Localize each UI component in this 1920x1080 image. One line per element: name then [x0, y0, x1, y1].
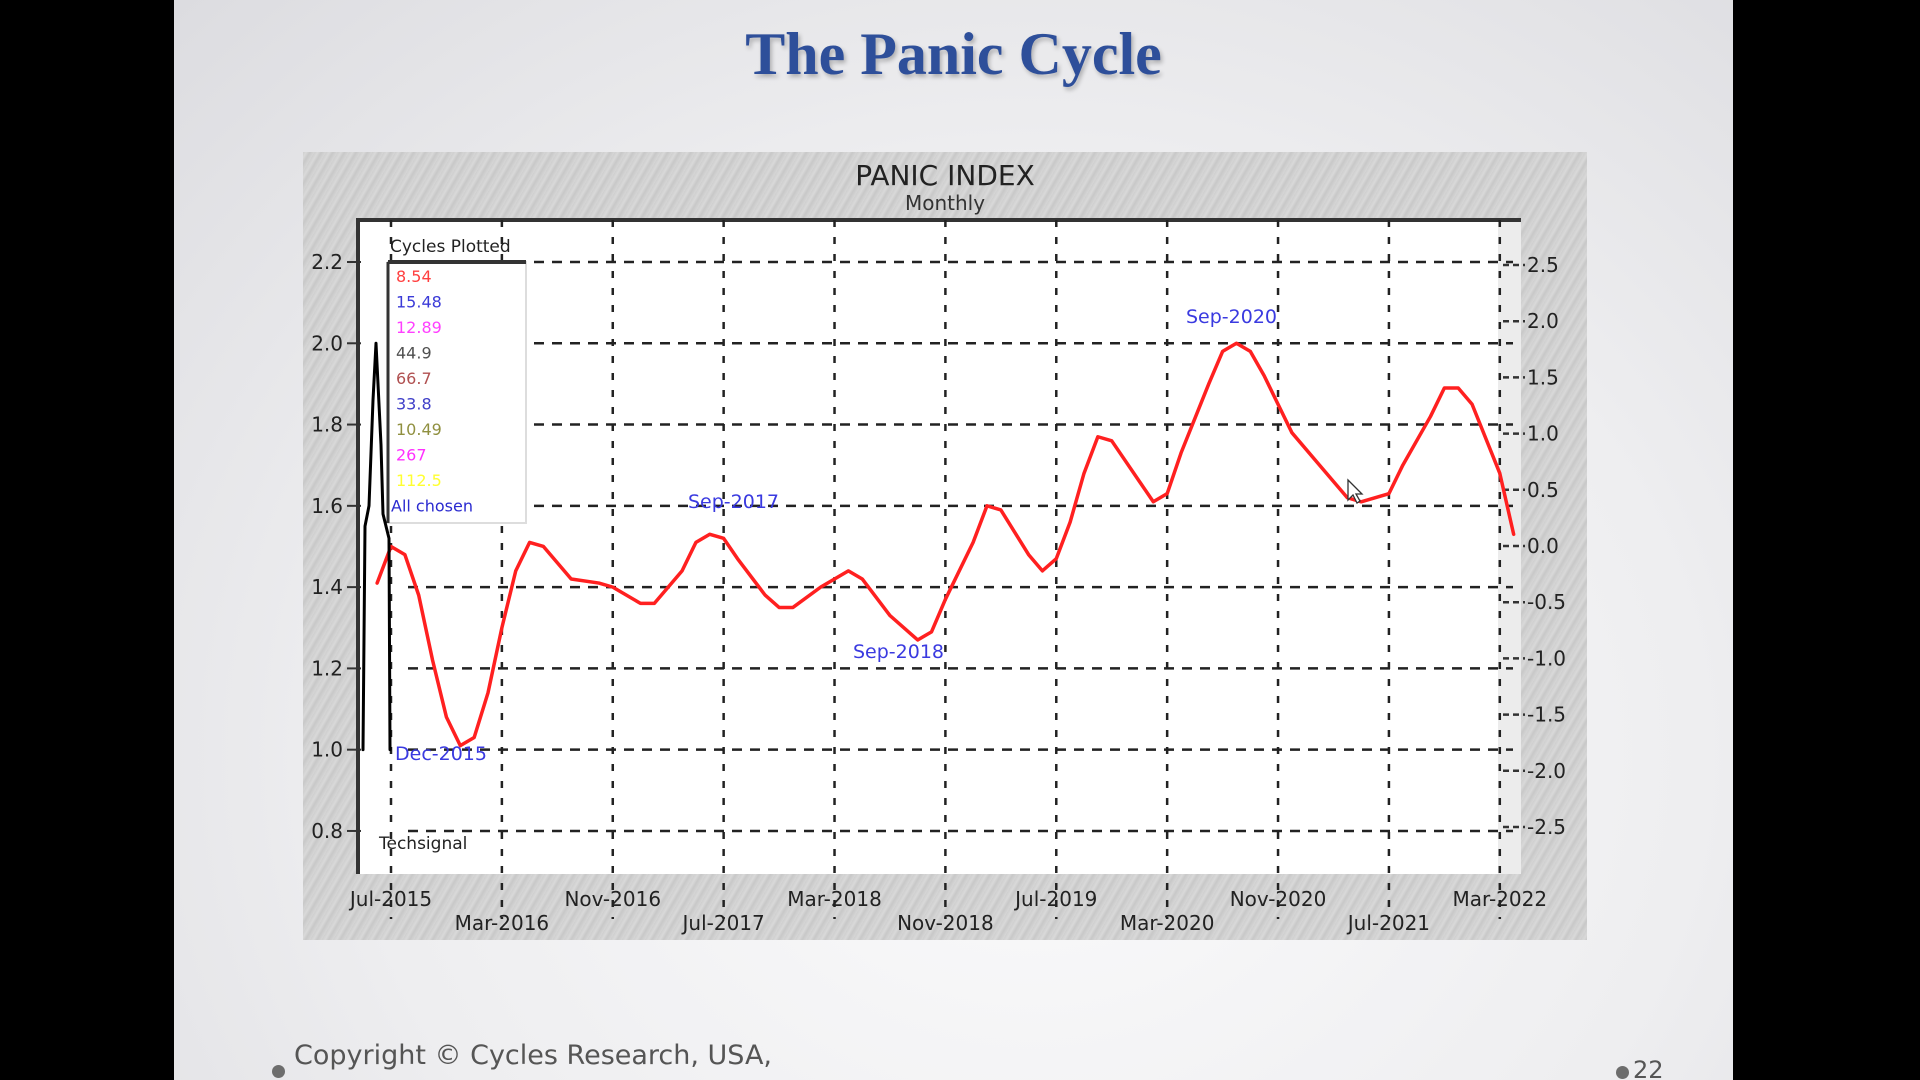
svg-text:1.0: 1.0: [1527, 422, 1559, 446]
svg-text:1.8: 1.8: [311, 413, 343, 437]
svg-text:Nov-2018: Nov-2018: [897, 911, 994, 935]
svg-text:2.5: 2.5: [1527, 253, 1559, 277]
svg-text:Jul-2015: Jul-2015: [348, 887, 432, 911]
svg-text:8.54: 8.54: [396, 267, 432, 286]
left-axis-ticks: 2.2 2.0 1.8 1.6 1.4 1.2 1.0 0.8: [311, 250, 361, 843]
svg-text:-2.5: -2.5: [1527, 815, 1566, 839]
footer-bullet-icon: [272, 1065, 285, 1078]
svg-text:Dec-2015: Dec-2015: [395, 743, 487, 765]
svg-text:0.0: 0.0: [1527, 534, 1559, 558]
svg-text:Jul-2017: Jul-2017: [681, 911, 765, 935]
page-number: 22: [1633, 1056, 1664, 1080]
svg-text:15.48: 15.48: [396, 293, 442, 312]
svg-text:12.89: 12.89: [396, 318, 442, 337]
svg-text:Jul-2021: Jul-2021: [1346, 911, 1430, 935]
svg-text:66.7: 66.7: [396, 369, 432, 388]
svg-text:Jul-2019: Jul-2019: [1013, 887, 1097, 911]
svg-text:33.8: 33.8: [396, 395, 432, 414]
svg-text:44.9: 44.9: [396, 344, 432, 363]
annotations: Dec-2015 Sep-2017 Sep-2018 Sep-2020: [395, 306, 1277, 765]
svg-text:Mar-2022: Mar-2022: [1453, 887, 1548, 911]
svg-text:Sep-2020: Sep-2020: [1186, 306, 1277, 328]
right-axis-strip: [1498, 219, 1521, 874]
right-axis-ticks: 2.5 2.0 1.5 1.0 0.5 0.0 -0.5 -1.0 -1.5 -2.0 -2.5: [1503, 253, 1566, 839]
plot-area: [356, 219, 1521, 874]
svg-text:267: 267: [396, 446, 427, 465]
svg-text:-2.0: -2.0: [1527, 759, 1566, 783]
svg-text:2.0: 2.0: [1527, 309, 1559, 333]
svg-text:Mar-2016: Mar-2016: [455, 911, 550, 935]
svg-text:-1.0: -1.0: [1527, 646, 1566, 670]
slide: The Panic Cycle PANIC INDEX Monthly 2.2 2…: [174, 0, 1733, 1080]
svg-text:1.6: 1.6: [311, 494, 343, 518]
svg-text:1.5: 1.5: [1527, 365, 1559, 389]
svg-text:1.0: 1.0: [311, 738, 343, 762]
svg-text:10.49: 10.49: [396, 420, 442, 439]
chart-subtitle: Monthly: [905, 191, 985, 215]
svg-text:Sep-2018: Sep-2018: [853, 641, 944, 663]
svg-text:-1.5: -1.5: [1527, 703, 1566, 727]
svg-text:2.0: 2.0: [311, 331, 343, 355]
svg-text:Nov-2016: Nov-2016: [564, 887, 661, 911]
svg-text:Sep-2017: Sep-2017: [688, 491, 779, 513]
panic-index-chart: PANIC INDEX Monthly 2.2 2.0 1.8 1.6 1.4 1.2 1.…: [311, 159, 1566, 935]
techsignal-label: Techsignal: [378, 834, 467, 854]
chart-title: PANIC INDEX: [855, 159, 1035, 192]
svg-text:1.2: 1.2: [311, 656, 343, 680]
legend-title: Cycles Plotted: [390, 237, 511, 257]
x-axis-ticks: Jul-2015 Nov-2016 Mar-2018 Jul-2019 Nov-2020…: [348, 887, 1547, 935]
svg-text:0.5: 0.5: [1527, 478, 1559, 502]
svg-text:Mar-2020: Mar-2020: [1120, 911, 1215, 935]
svg-text:2.2: 2.2: [311, 250, 343, 274]
chart-panel: PANIC INDEX Monthly 2.2 2.0 1.8 1.6 1.4 1.2 1.…: [303, 152, 1587, 940]
svg-text:112.5: 112.5: [396, 471, 442, 490]
svg-text:-0.5: -0.5: [1527, 590, 1566, 614]
copyright-text: Copyright © Cycles Research, USA,: [294, 1040, 772, 1071]
gridlines: [389, 220, 1513, 919]
mouse-cursor-icon: [1347, 478, 1364, 504]
svg-text:1.4: 1.4: [311, 575, 343, 599]
svg-text:0.8: 0.8: [311, 819, 343, 843]
svg-text:All chosen: All chosen: [391, 497, 473, 516]
legend: Cycles Plotted 8.54 15.48 12.89 44.9 66.7 33.…: [386, 237, 527, 524]
slide-title: The Panic Cycle: [745, 21, 1162, 87]
page-bullet-icon: [1616, 1066, 1629, 1079]
svg-text:Nov-2020: Nov-2020: [1230, 887, 1327, 911]
series-layer: [361, 341, 1516, 752]
svg-text:Mar-2018: Mar-2018: [787, 887, 882, 911]
